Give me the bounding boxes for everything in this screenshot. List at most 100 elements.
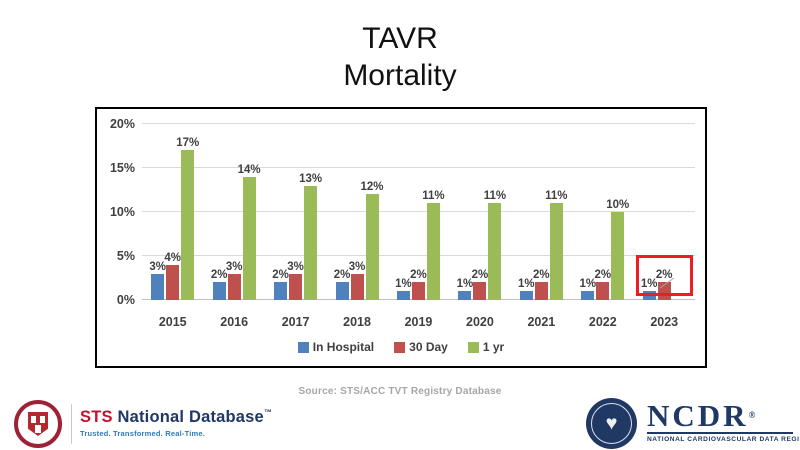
y-axis-label: 10% — [109, 205, 135, 219]
legend-item-1-yr: 1 yr — [467, 340, 505, 354]
1-yr-bar-2017: 13% — [299, 173, 322, 300]
bar-group-2019: 1% 2% 11% — [388, 124, 449, 300]
sts-wordmark: STS National Database™ Trusted. Transfor… — [80, 408, 272, 438]
legend-label: In Hospital — [312, 340, 375, 354]
x-axis-label-2022: 2022 — [588, 315, 617, 329]
ncdr-registered-mark: ® — [748, 410, 756, 420]
bar-data-label: 14% — [237, 163, 261, 176]
bar-data-label: 4% — [164, 251, 182, 264]
legend-swatch-icon — [394, 341, 406, 353]
x-axis: 2015 2016 2017 2018 2019 2020 2021 2022 2023 — [142, 315, 695, 329]
bar-data-label: 3% — [287, 260, 304, 273]
bar-data-label: 3% — [225, 260, 243, 273]
in-hospital-bar-2016: 2% — [211, 269, 227, 300]
bar-data-label: 1% — [640, 278, 658, 291]
in-hospital-bar-2019: 1% — [395, 278, 412, 300]
x-axis-label-2021: 2021 — [527, 315, 556, 329]
highlight-box-2023 — [636, 255, 693, 296]
gridline — [142, 167, 695, 168]
x-axis-label-2020: 2020 — [466, 315, 494, 329]
sts-brand-text: STS — [80, 408, 113, 426]
1-yr-bar-2020: 11% — [484, 190, 506, 300]
sts-shield-icon — [28, 412, 48, 436]
bar-group-2020: 1% 2% 11% — [449, 124, 510, 300]
bar-data-label: 12% — [360, 181, 384, 194]
ncdr-rule — [647, 432, 793, 434]
bar-data-label: 11% — [545, 190, 568, 203]
legend-item-30-day: 30 Day — [394, 340, 448, 354]
legend-swatch-icon — [297, 341, 309, 353]
bar-data-label: 2% — [471, 269, 489, 282]
bar-data-label: 13% — [299, 172, 323, 185]
in-hospital-bar-2015: 3% — [149, 261, 166, 300]
slide-title-line1: TAVR — [362, 22, 438, 55]
sts-seal-logo — [14, 400, 62, 448]
bar-group-2022: 1% 2% 10% — [572, 124, 633, 300]
bar-data-label: 10% — [606, 199, 630, 211]
sts-tagline: Trusted. Transformed. Real-Time. — [80, 429, 206, 438]
bar-data-label: 17% — [176, 137, 200, 150]
slide-title-line2: Mortality — [343, 59, 457, 92]
y-axis-label: 5% — [116, 249, 135, 263]
legend-label: 30 Day — [409, 340, 448, 354]
bar-data-label: 11% — [422, 190, 445, 203]
30-day-bar-2015: 4% — [164, 252, 181, 300]
30-day-bar-2016: 3% — [226, 261, 242, 300]
bar-data-label: 2% — [594, 269, 612, 282]
bar-group-2018: 2% 3% 12% — [326, 124, 387, 300]
bar-data-label: 3% — [149, 260, 167, 273]
1-yr-bar-2018: 12% — [361, 181, 384, 300]
bar-data-label: 2% — [272, 269, 289, 282]
x-axis-label-2023: 2023 — [650, 315, 679, 329]
1-yr-bar-2015: 17% — [176, 137, 199, 300]
ncdr-wordmark: NCDR® NATIONAL CARDIOVASCULAR DATA REGIS… — [647, 400, 800, 443]
bar-group-2015: 3% 4% 17% — [142, 124, 203, 300]
bar-data-label: 1% — [518, 278, 535, 291]
bar-group-2021: 1% 2% 11% — [511, 124, 572, 300]
mortality-bar-chart: 3% 4% 17% 2% 3% 14% 2% 3% 13% 2% 3% 12% 1% 2% 11% 1% 2% 1… — [95, 107, 707, 368]
1-yr-bar-2022: 10% — [606, 199, 629, 300]
bar-groups: 3% 4% 17% 2% 3% 14% 2% 3% 13% 2% 3% 12% 1% 2% 11% 1% 2% 1… — [142, 124, 695, 300]
30-day-bar-2021: 2% — [533, 269, 550, 300]
bar-data-label: 2% — [410, 269, 427, 282]
in-hospital-bar-2020: 1% — [457, 278, 473, 300]
gridline — [142, 211, 695, 212]
sts-brand-line: STS National Database™ — [80, 408, 272, 427]
y-axis-label: 15% — [109, 161, 135, 175]
bar-data-label: 2% — [655, 269, 673, 282]
legend-item-in-hospital: In Hospital — [297, 340, 375, 354]
legend-label: 1 yr — [482, 340, 505, 354]
30-day-bar-2020: 2% — [472, 269, 488, 300]
x-axis-label-2017: 2017 — [281, 315, 310, 329]
bar-data-label: 11% — [483, 190, 507, 203]
bar-data-label: 2% — [210, 269, 228, 282]
1-yr-bar-2016: 14% — [238, 164, 261, 300]
1-yr-bar-2021: 11% — [545, 190, 568, 300]
bar-data-label: 1% — [579, 278, 597, 291]
y-axis-label: 0% — [116, 293, 135, 307]
in-hospital-bar-2017: 2% — [272, 269, 289, 300]
bar-group-2017: 2% 3% 13% — [265, 124, 326, 300]
x-axis-label-2018: 2018 — [343, 315, 371, 329]
acc-seal-logo: ♥ — [586, 398, 637, 449]
30-day-bar-2018: 3% — [349, 261, 365, 300]
y-axis-label: 20% — [109, 117, 135, 131]
legend-swatch-icon — [467, 341, 479, 353]
sts-trademark: ™ — [263, 408, 273, 417]
heart-emblem-icon: ♥ — [605, 412, 618, 435]
sts-brand-rest: National Database — [112, 408, 264, 426]
bar-data-label: 3% — [348, 260, 366, 273]
bar-data-label: 2% — [533, 269, 550, 282]
30-day-bar-2022: 2% — [594, 269, 611, 300]
in-hospital-bar-2018: 2% — [334, 269, 350, 300]
1-yr-bar-2019: 11% — [422, 190, 445, 300]
x-axis-label-2019: 2019 — [404, 315, 433, 329]
30-day-bar-2017: 3% — [287, 261, 304, 300]
source-note: Source: STS/ACC TVT Registry Database — [298, 386, 502, 397]
bar-data-label: 2% — [333, 269, 351, 282]
ncdr-brand-text: NCDR® — [647, 398, 756, 433]
ncdr-subtitle: NATIONAL CARDIOVASCULAR DATA REGISTRY — [647, 436, 800, 443]
in-hospital-bar-2022: 1% — [579, 278, 596, 300]
bar-data-label: 1% — [456, 278, 474, 291]
gridline — [142, 255, 695, 256]
